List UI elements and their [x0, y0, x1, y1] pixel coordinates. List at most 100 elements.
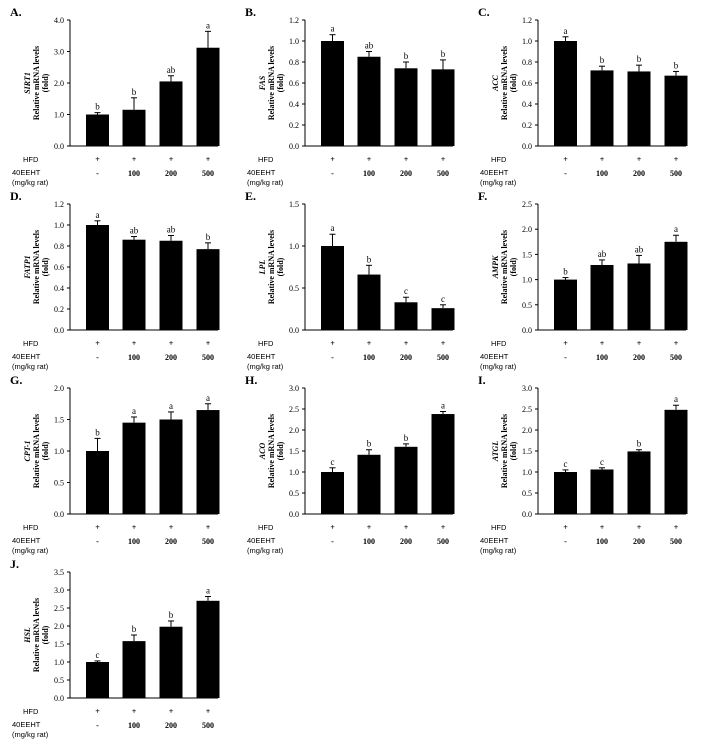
dose-label: 100 [128, 353, 140, 362]
significance-letter: a [674, 394, 678, 404]
y-tick-label: 1.2 [289, 16, 299, 25]
y-tick-label: 2.0 [54, 384, 64, 393]
hfd-mark: + [674, 523, 679, 532]
y-tick-label: 0.4 [54, 284, 64, 293]
dose-label: 500 [437, 169, 449, 178]
y-tick-label: 1.2 [54, 200, 64, 209]
bar-2 [394, 68, 418, 146]
hfd-mark: + [132, 155, 137, 164]
y-axis-gene: FAS [258, 75, 267, 91]
dose-label: 200 [400, 537, 412, 546]
y-tick-label: 2.0 [522, 426, 532, 435]
hfd-mark: + [169, 155, 174, 164]
y-tick-label: 3.0 [289, 384, 299, 393]
dose-label: - [331, 353, 334, 362]
significance-letter: b [600, 55, 605, 65]
dose-label: 200 [633, 169, 645, 178]
y-axis-label: ACORelative mRNA levels(fold) [258, 414, 285, 488]
treatment-unit: (mg/kg rat) [247, 546, 284, 555]
y-axis-gene: SIRT1 [23, 72, 32, 94]
treatment-label: 40EEHT [247, 536, 276, 545]
treatment-unit: (mg/kg rat) [247, 362, 284, 371]
y-tick-label: 1.0 [289, 37, 299, 46]
y-tick-label: 0.0 [54, 326, 64, 335]
bar-3 [196, 249, 220, 330]
significance-letter: c [564, 459, 568, 469]
dose-label: 200 [165, 537, 177, 546]
treatment-label: 40EEHT [247, 352, 276, 361]
significance-letter: b [637, 54, 642, 64]
panel-label: J. [10, 557, 19, 571]
hfd-label: HFD [258, 523, 274, 532]
hfd-mark: + [637, 155, 642, 164]
bar-1 [590, 469, 614, 514]
dose-label: 500 [202, 721, 214, 730]
y-tick-label: 0.8 [289, 58, 299, 67]
significance-letter: a [96, 210, 100, 220]
significance-letter: a [206, 20, 210, 30]
dose-label: 500 [670, 353, 682, 362]
y-axis-label: FASRelative mRNA levels(fold) [258, 46, 285, 120]
bar-0 [86, 451, 109, 514]
significance-letter: ab [635, 244, 644, 254]
chart-panel-fatp1: D. 0.0 0.2 0.4 0.6 0.8 1.0 1.2 FATP1Relative mRN… [10, 189, 220, 371]
bar-3 [431, 308, 455, 330]
bar-1 [590, 70, 614, 146]
bar-3 [431, 414, 455, 514]
significance-letter: a [206, 393, 210, 403]
bar-1 [357, 56, 381, 146]
hfd-mark: + [367, 155, 372, 164]
significance-letter: b [404, 433, 409, 443]
hfd-mark: + [563, 339, 568, 348]
y-tick-label: 1.0 [54, 221, 64, 230]
y-tick-label: 0.2 [54, 305, 64, 314]
bar-0 [321, 472, 344, 514]
significance-letter: c [331, 457, 335, 467]
significance-letter: b [367, 254, 372, 264]
y-tick-label: 1.5 [54, 416, 64, 425]
hfd-mark: + [637, 523, 642, 532]
treatment-label: 40EEHT [480, 352, 509, 361]
dose-label: - [96, 721, 99, 730]
bar-3 [664, 409, 688, 514]
y-tick-label: 0.5 [289, 489, 299, 498]
significance-letter: a [441, 401, 445, 411]
bar-0 [86, 662, 109, 698]
y-axis-gene: ACC [491, 74, 500, 92]
panel-label: B. [245, 5, 256, 19]
hfd-mark: + [441, 523, 446, 532]
dose-label: 200 [165, 353, 177, 362]
y-axis-label-line2: (fold) [276, 73, 285, 92]
y-tick-label: 2.0 [522, 225, 532, 234]
hfd-mark: + [367, 523, 372, 532]
y-tick-label: 0.2 [522, 121, 532, 130]
hfd-mark: + [404, 523, 409, 532]
y-tick-label: 1.0 [54, 658, 64, 667]
y-axis-label-line1: Relative mRNA levels [32, 46, 41, 120]
hfd-mark: + [132, 523, 137, 532]
hfd-mark: + [637, 339, 642, 348]
significance-letter: b [563, 267, 568, 277]
hfd-mark: + [404, 155, 409, 164]
bar-0 [554, 472, 577, 514]
dose-label: - [96, 169, 99, 178]
y-tick-label: 0.8 [522, 58, 532, 67]
y-tick-label: 4.0 [54, 16, 64, 25]
y-tick-label: 2.5 [289, 405, 299, 414]
y-axis-label-line2: (fold) [276, 257, 285, 276]
y-tick-label: 0.2 [289, 121, 299, 130]
dose-label: - [564, 169, 567, 178]
hfd-mark: + [169, 339, 174, 348]
y-axis-label: ATGLRelative mRNA levels(fold) [491, 414, 518, 488]
y-axis-label-line1: Relative mRNA levels [500, 46, 509, 120]
y-tick-label: 3.0 [54, 586, 64, 595]
y-axis-label-line1: Relative mRNA levels [500, 230, 509, 304]
y-axis-label-line1: Relative mRNA levels [267, 230, 276, 304]
dose-label: 500 [202, 169, 214, 178]
hfd-mark: + [169, 523, 174, 532]
treatment-unit: (mg/kg rat) [480, 362, 517, 371]
significance-letter: b [95, 427, 100, 437]
y-axis-label-line2: (fold) [509, 73, 518, 92]
hfd-mark: + [95, 707, 100, 716]
dose-label: 200 [400, 353, 412, 362]
